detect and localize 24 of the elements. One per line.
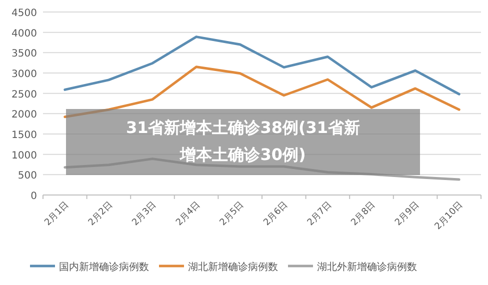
y-tick-label: 3000 bbox=[12, 69, 37, 80]
x-tick-label: 2月9日 bbox=[394, 200, 422, 228]
x-tick-label: 2月4日 bbox=[174, 200, 202, 228]
legend-label: 湖北新增确诊病例数 bbox=[188, 261, 278, 273]
y-tick-label: 4000 bbox=[12, 28, 37, 40]
y-tick-label: 2500 bbox=[12, 89, 37, 100]
legend-label: 湖北外新增确诊病例数 bbox=[317, 261, 417, 273]
y-tick-label: 3500 bbox=[12, 48, 37, 60]
y-tick-label: 1500 bbox=[12, 130, 37, 141]
x-tick-label: 2月2日 bbox=[86, 200, 115, 228]
y-tick-label: 500 bbox=[18, 170, 37, 182]
x-tick-label: 2月8日 bbox=[350, 200, 378, 228]
y-tick-label: 0 bbox=[30, 191, 37, 202]
title: 31省新增本土确诊38例(31省新增本土确诊30例) bbox=[66, 109, 420, 175]
x-tick-label: 2月6日 bbox=[262, 200, 290, 228]
x-tick-label: 2月3日 bbox=[130, 200, 159, 228]
y-tick-label: 1000 bbox=[12, 150, 37, 162]
legend-label: 国内新增确诊病例数 bbox=[59, 261, 149, 273]
y-tick-label: 2000 bbox=[12, 110, 37, 121]
x-tick-label: 2月5日 bbox=[218, 200, 246, 228]
x-tick-label: 2月1日 bbox=[43, 200, 72, 228]
x-tick-label: 2月10日 bbox=[433, 200, 466, 232]
x-tick-label: 2月7日 bbox=[306, 200, 334, 228]
y-tick-label: 4500 bbox=[12, 8, 37, 19]
